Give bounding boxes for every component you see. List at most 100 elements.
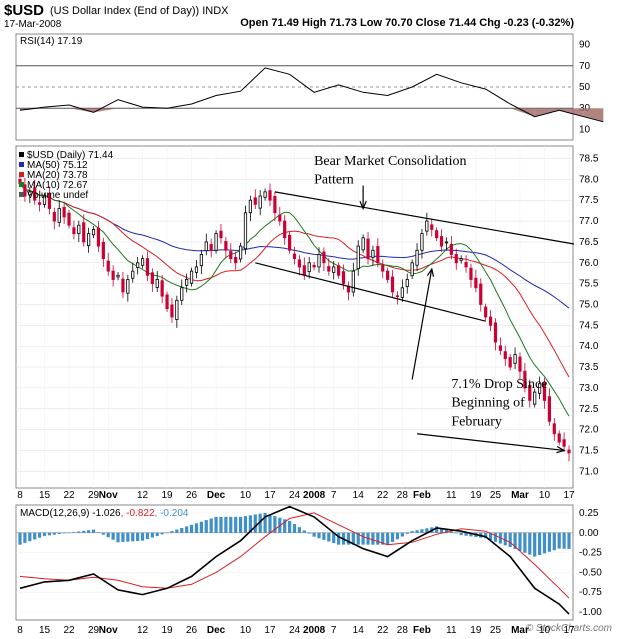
candle-body: [557, 433, 561, 443]
macd-histogram-bar: [224, 516, 228, 533]
macd-tick-label: 0.00: [579, 528, 599, 539]
candle-body: [224, 241, 228, 251]
candle-body: [376, 246, 380, 264]
macd-histogram-bar: [508, 532, 512, 548]
candle-body: [52, 211, 56, 222]
candle-body: [38, 202, 42, 205]
candle-body: [567, 449, 571, 454]
macd-histogram-bar: [376, 532, 380, 545]
macd-histogram-bar: [116, 532, 120, 543]
candle-body: [140, 258, 145, 266]
macd-histogram-bar: [111, 532, 115, 540]
macd-histogram-bar: [72, 532, 76, 533]
macd-histogram-bar: [513, 532, 517, 549]
candle-body: [214, 233, 218, 251]
macd-histogram-bar: [395, 532, 400, 540]
macd-histogram-bar: [106, 532, 110, 538]
date-tick-label: 10: [539, 625, 551, 636]
macd-histogram-bar: [87, 530, 91, 533]
date-tick-label: 2008: [303, 625, 326, 636]
rsi-oversold-shade: [510, 108, 535, 117]
macd-tick-label: -1.00: [579, 607, 602, 618]
macd-histogram-bar: [47, 532, 52, 536]
date-tick-label: 28: [397, 625, 409, 636]
candle-body: [410, 262, 414, 277]
macd-histogram-bar: [503, 532, 507, 546]
rsi-oversold-shade: [534, 108, 560, 117]
candle-body: [150, 272, 154, 285]
macd-histogram-bar: [420, 529, 424, 533]
macd-histogram-bar: [258, 513, 262, 533]
macd-histogram-bar: [23, 532, 27, 543]
candle-body: [513, 354, 517, 364]
candle-body: [28, 191, 32, 196]
macd-line: [19, 505, 570, 615]
candle-body: [189, 270, 194, 284]
macd-legend-value: MACD(12,26,9) -1.026: [20, 508, 121, 519]
macd-histogram-bar: [82, 530, 86, 533]
candle-body: [322, 251, 326, 264]
candle-body: [488, 316, 493, 326]
macd-histogram-bar: [214, 516, 218, 533]
annotation-arrow-shaft: [411, 268, 433, 380]
candle-body: [415, 249, 419, 266]
price-tick-label: 77.0: [579, 216, 599, 227]
date-tick-label: 17: [563, 490, 575, 501]
candle-body: [101, 241, 105, 260]
macd-histogram-bar: [562, 532, 566, 549]
macd-histogram-bar: [528, 532, 532, 555]
macd-frame: [15, 504, 574, 621]
candle-body: [248, 199, 252, 214]
candle-body: [234, 256, 238, 264]
macd-histogram-bar: [346, 532, 351, 545]
candle-body: [165, 294, 169, 310]
date-tick-label: 25: [490, 490, 502, 501]
macd-histogram-bar: [415, 530, 419, 533]
exchange-label: INDX: [202, 5, 229, 17]
candle-body: [268, 190, 272, 201]
candle-body: [33, 187, 37, 201]
candle-body: [111, 270, 115, 280]
macd-histogram-bar: [307, 532, 311, 534]
price-tick-label: 72.0: [579, 425, 599, 436]
candle-body: [283, 220, 287, 239]
macd-histogram-bar: [189, 524, 194, 533]
candle-body: [518, 356, 522, 372]
date-tick-label: Dec: [207, 625, 226, 636]
macd-histogram-bar: [302, 530, 306, 533]
candle-body: [479, 283, 483, 305]
macd-histogram-bar: [567, 532, 571, 549]
candle-body: [185, 279, 189, 286]
macd-histogram-bar: [209, 518, 213, 533]
macd-histogram-bar: [371, 532, 375, 545]
candle-body: [552, 423, 556, 435]
candle-body: [337, 265, 341, 276]
candle-body: [180, 287, 184, 301]
candle-body: [175, 299, 179, 320]
date-tick-label: 22: [377, 625, 389, 636]
price-legend-entry: $USD (Daily) 71.44: [27, 150, 114, 161]
candle-body: [484, 306, 488, 318]
trendline: [274, 191, 575, 245]
date-tick-label: 22: [63, 490, 75, 501]
candle-body: [390, 276, 395, 293]
date-tick-label: Feb: [413, 625, 431, 636]
macd-tick-label: -0.25: [579, 548, 602, 559]
macd-histogram-bar: [268, 514, 272, 533]
candle-body: [371, 249, 375, 258]
candle-body: [464, 261, 468, 268]
rsi-oversold-shade: [20, 108, 45, 111]
price-legend-swatch: [19, 162, 24, 167]
candle-body: [273, 196, 277, 214]
date-tick-label: 11: [446, 625, 457, 636]
candle-body: [87, 233, 91, 247]
macd-histogram-bar: [312, 532, 316, 537]
candle-body: [356, 245, 360, 270]
macd-histogram-bar: [96, 532, 101, 533]
macd-histogram-bar: [219, 516, 223, 533]
date-tick-label: 29: [88, 625, 100, 636]
date-tick-label: 10: [240, 490, 252, 501]
macd-histogram-bar: [121, 532, 125, 542]
candle-body: [106, 260, 110, 272]
candle-body: [170, 304, 174, 318]
